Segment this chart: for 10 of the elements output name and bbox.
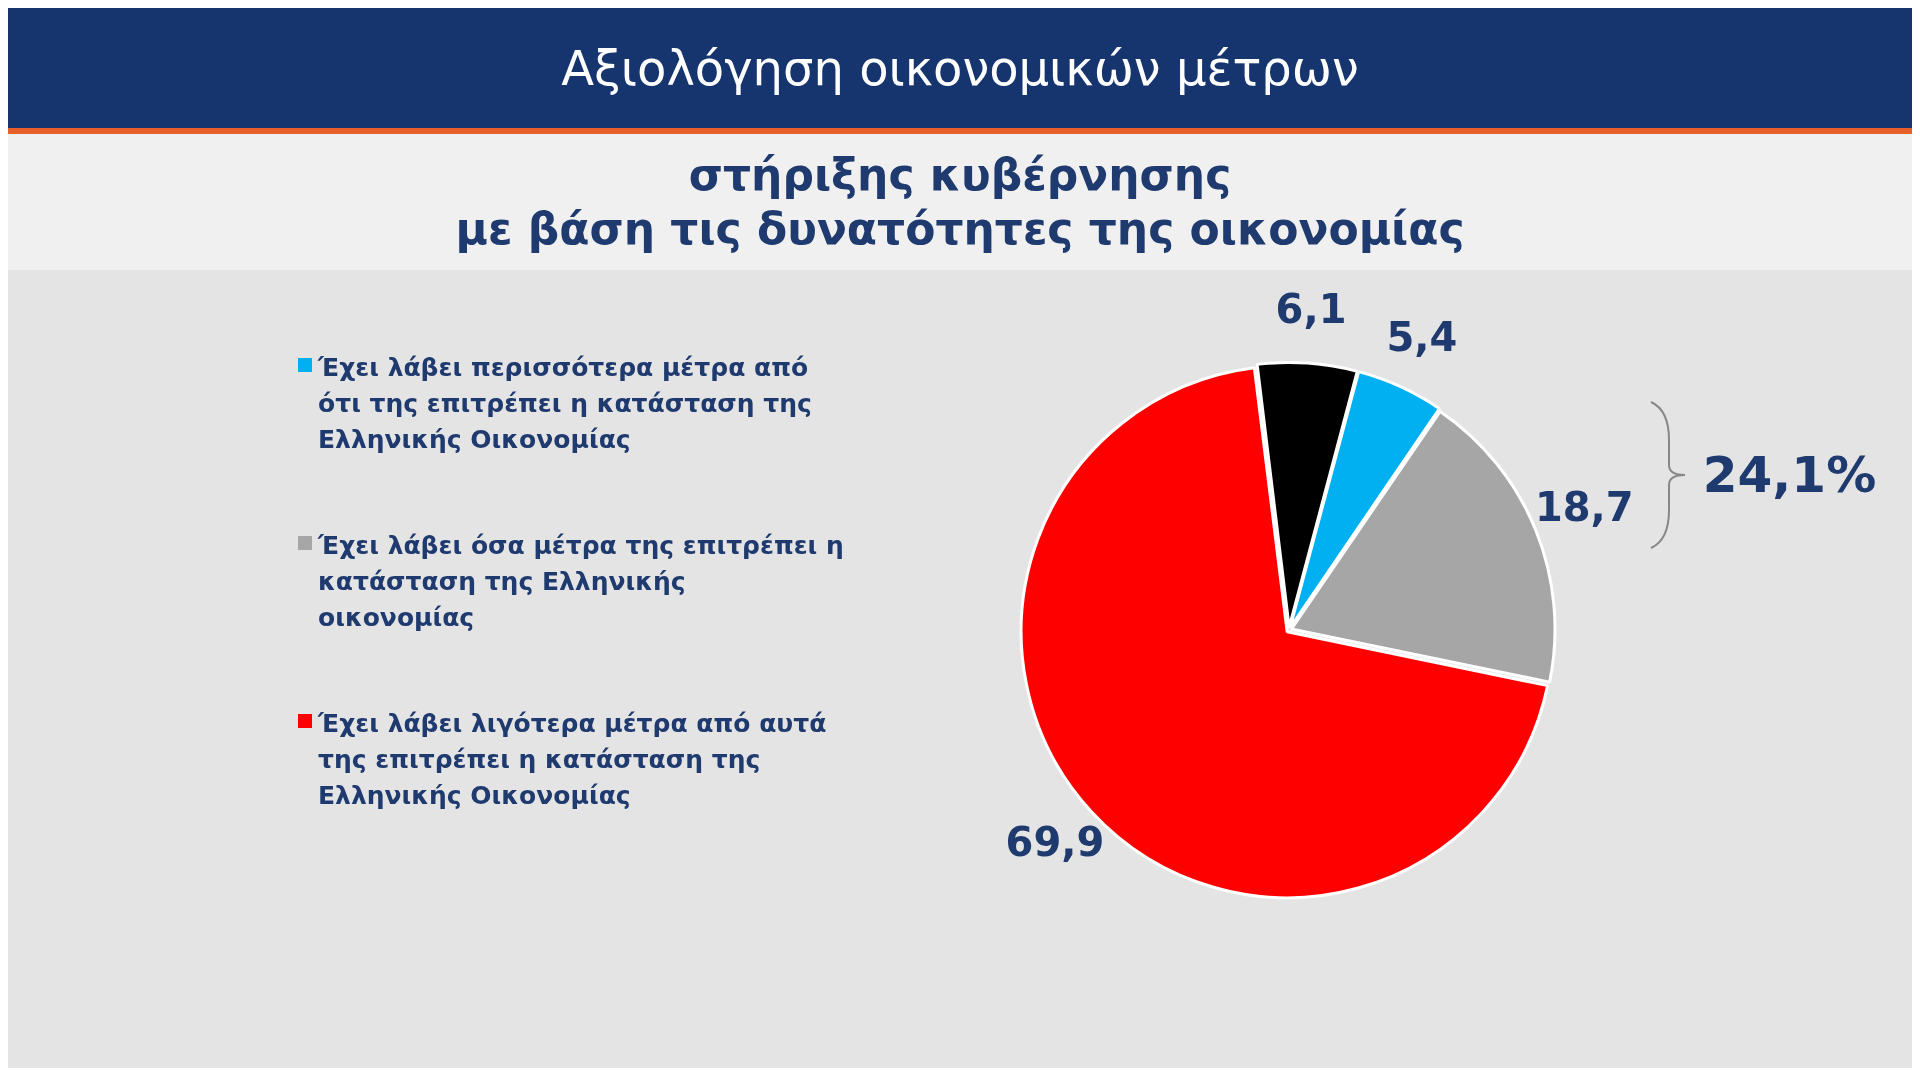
chart-subtitle: στήριξης κυβέρνησης με βάση τις δυνατότητες της οικονομίας	[8, 134, 1912, 270]
chart-title: Αξιολόγηση οικονομικών μέτρων	[561, 40, 1359, 96]
legend-label: Έχει λάβει όσα μέτρα της επιτρέπει η κατάσταση της Ελληνικής οικονομίας	[318, 530, 845, 634]
legend-label: Έχει λάβει περισσότερα μέτρα από ότι της επιτρέπει η κατάσταση της Ελληνικής Οικονομίας	[318, 352, 813, 456]
data-label: 6,1	[1275, 285, 1347, 332]
data-label: 69,9	[1005, 819, 1105, 866]
text: 24,1%	[1702, 446, 1877, 504]
data-label: 18,7	[1534, 484, 1634, 530]
legend-label: Έχει λάβει λιγότερα μέτρα από αυτά της επιτρέπει η κατάσταση της Ελληνικής Οικονομίας	[318, 708, 828, 812]
data-label: 5,4	[1386, 313, 1458, 360]
